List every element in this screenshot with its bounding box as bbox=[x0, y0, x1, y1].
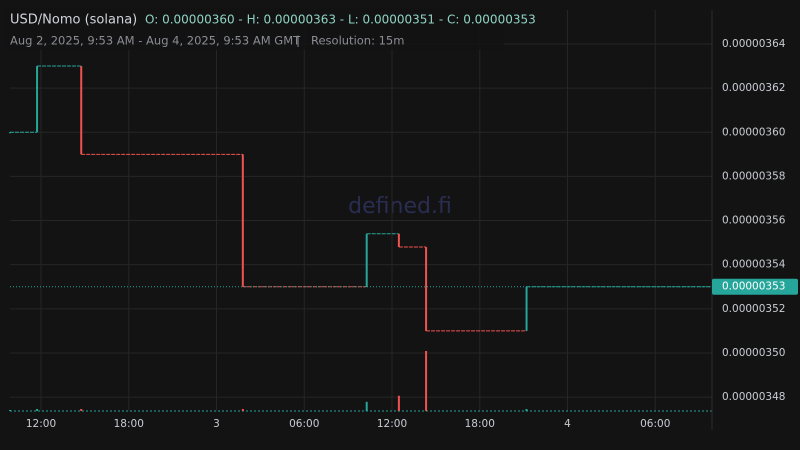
candle-body bbox=[365, 233, 368, 287]
x-tick-label: 18:00 bbox=[114, 418, 144, 430]
candle-body bbox=[525, 286, 528, 331]
x-tick-label: 06:00 bbox=[640, 418, 670, 430]
x-tick-label: 06:00 bbox=[289, 418, 319, 430]
candle-body bbox=[36, 66, 39, 133]
volume-bar bbox=[241, 408, 244, 411]
volume-bar bbox=[365, 401, 368, 411]
candle-body bbox=[397, 233, 400, 248]
separator: | bbox=[296, 34, 300, 48]
y-tick-label: 0.00000348 bbox=[722, 391, 785, 403]
volume-bar bbox=[9, 409, 11, 411]
header-bg bbox=[4, 8, 504, 50]
volume-bar bbox=[36, 408, 39, 411]
volume-bar bbox=[525, 408, 528, 411]
watermark: defined.fi bbox=[348, 194, 452, 219]
resolution: Resolution: 15m bbox=[311, 34, 404, 48]
x-tick-label: 12:00 bbox=[377, 418, 407, 430]
y-tick-label: 0.00000356 bbox=[722, 215, 786, 227]
volume-bar bbox=[397, 395, 400, 411]
last-price-box bbox=[712, 278, 798, 295]
chart-title: USD/Nomo (solana) bbox=[10, 13, 137, 28]
candle-body bbox=[241, 154, 244, 287]
x-tick-label: 3 bbox=[213, 418, 220, 430]
y-tick-label: 0.00000352 bbox=[722, 303, 785, 315]
volume-bar bbox=[425, 351, 428, 411]
plot bbox=[9, 65, 712, 412]
ohlc: O: 0.00000360 - H: 0.00000363 - L: 0.000… bbox=[145, 13, 536, 27]
y-tick-label: 0.00000360 bbox=[722, 126, 785, 138]
candle-body bbox=[9, 132, 11, 134]
volume-bar bbox=[80, 408, 83, 411]
x-tick-label: 18:00 bbox=[465, 418, 495, 430]
last-price-label: 0.00000353 bbox=[722, 281, 785, 293]
y-tick-label: 0.00000350 bbox=[722, 347, 785, 359]
x-tick-label: 4 bbox=[564, 418, 571, 430]
x-tick-label: 12:00 bbox=[26, 418, 56, 430]
candle-body bbox=[425, 247, 428, 331]
y-tick-label: 0.00000354 bbox=[722, 259, 786, 271]
y-tick-label: 0.00000358 bbox=[722, 170, 785, 182]
grid bbox=[10, 10, 712, 411]
y-tick-label: 0.00000364 bbox=[722, 38, 786, 50]
y-tick-label: 0.00000362 bbox=[722, 82, 785, 94]
candle-body bbox=[80, 66, 83, 155]
subtitle: Aug 2, 2025, 9:53 AM - Aug 4, 2025, 9:53… bbox=[10, 34, 301, 48]
